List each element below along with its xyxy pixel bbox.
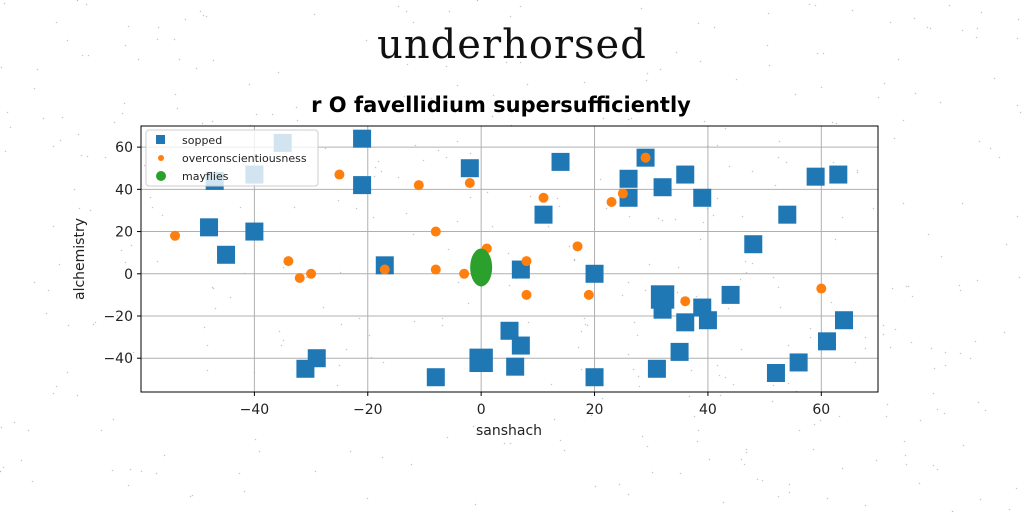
point-sopped [648, 360, 666, 378]
point-sopped [245, 223, 263, 241]
legend-marker-mayflies [156, 171, 166, 181]
y-tick-label: 20 [115, 225, 133, 241]
point-overconscientiousness [465, 178, 475, 188]
point-sopped [217, 246, 235, 264]
point-sopped [744, 235, 762, 253]
point-overconscientiousness [170, 231, 180, 241]
legend-label-sopped: sopped [182, 134, 222, 147]
point-overconscientiousness [283, 256, 293, 266]
x-tick-label: 40 [699, 402, 717, 418]
y-tick-label: −40 [103, 351, 133, 367]
y-axis-label: alchemistry [72, 218, 88, 300]
point-sopped [790, 353, 808, 371]
x-tick-label: −40 [240, 402, 270, 418]
point-sopped [693, 189, 711, 207]
chart-title: r O favellidium supersufficiently [311, 93, 691, 117]
point-overconscientiousness [414, 180, 424, 190]
point-sopped [461, 159, 479, 177]
point-mayflies [470, 248, 492, 286]
point-sopped [308, 349, 326, 367]
y-tick-label: 0 [124, 267, 133, 283]
point-sopped [552, 153, 570, 171]
point-sopped [586, 265, 604, 283]
legend-marker-sopped [156, 135, 165, 144]
point-sopped [835, 311, 853, 329]
legend-label-overconscientiousness: overconscientiousness [182, 152, 307, 165]
point-overconscientiousness [680, 296, 690, 306]
point-overconscientiousness [380, 265, 390, 275]
point-sopped [699, 311, 717, 329]
point-overconscientiousness [522, 256, 532, 266]
point-sopped [535, 206, 553, 224]
point-overconscientiousness [295, 273, 305, 283]
point-sopped [818, 332, 836, 350]
point-overconscientiousness [539, 193, 549, 203]
point-overconscientiousness [306, 269, 316, 279]
point-sopped [829, 166, 847, 184]
point-sopped [722, 286, 740, 304]
point-overconscientiousness [522, 290, 532, 300]
point-overconscientiousness [584, 290, 594, 300]
x-tick-label: 60 [812, 402, 830, 418]
point-overconscientiousness [816, 284, 826, 294]
y-axis-ticks: −40 −20 0 20 40 60 [103, 140, 141, 367]
point-sopped [778, 206, 796, 224]
y-tick-label: 60 [115, 140, 133, 156]
point-sopped [654, 178, 672, 196]
point-overconscientiousness [431, 227, 441, 237]
point-sopped [676, 166, 694, 184]
point-sopped [469, 349, 492, 372]
point-overconscientiousness [641, 153, 651, 163]
x-axis-ticks: −40 −20 0 20 40 60 [240, 392, 831, 418]
point-overconscientiousness [431, 265, 441, 275]
legend: sopped overconscientiousness mayflies [146, 130, 318, 186]
point-overconscientiousness [334, 170, 344, 180]
point-sopped [200, 218, 218, 236]
x-tick-label: −20 [353, 402, 383, 418]
point-sopped [353, 130, 371, 148]
point-sopped [767, 364, 785, 382]
point-sopped [506, 358, 524, 376]
point-sopped [353, 176, 371, 194]
point-overconscientiousness [573, 241, 583, 251]
point-sopped [620, 170, 638, 188]
x-tick-label: 0 [477, 402, 486, 418]
y-tick-label: −20 [103, 309, 133, 325]
point-sopped [671, 343, 689, 361]
legend-marker-overconscientiousness [158, 155, 164, 161]
point-sopped [676, 313, 694, 331]
point-sopped [654, 301, 672, 319]
x-axis-label: sanshach [476, 423, 542, 439]
y-tick-label: 40 [115, 182, 133, 198]
point-sopped [807, 168, 825, 186]
point-overconscientiousness [618, 189, 628, 199]
point-overconscientiousness [607, 197, 617, 207]
legend-label-mayflies: mayflies [182, 170, 229, 183]
point-sopped [427, 368, 445, 386]
x-tick-label: 20 [586, 402, 604, 418]
point-sopped [512, 337, 530, 355]
point-overconscientiousness [459, 269, 469, 279]
point-sopped [586, 368, 604, 386]
